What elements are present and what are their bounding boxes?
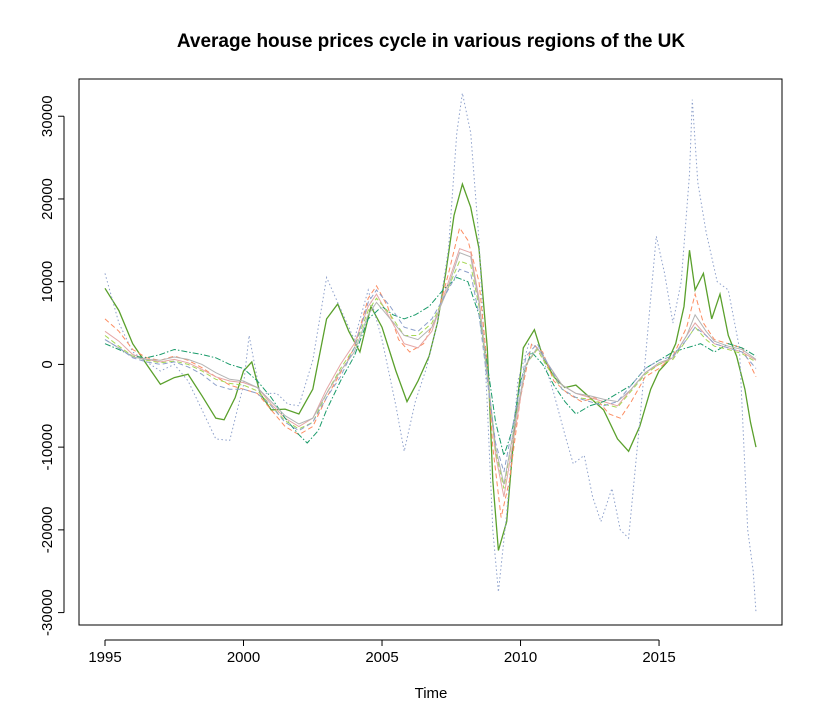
x-tick-label: 2005: [365, 649, 398, 666]
series-line-5: [104, 276, 757, 458]
y-axis: -30000 -20000 -10000 0 10000 20000 30000: [39, 95, 65, 636]
chart-title: Average house prices cycle in various re…: [177, 31, 686, 52]
x-tick-label: 2015: [642, 649, 675, 666]
x-tick-label: 2010: [504, 649, 537, 666]
x-axis: 1995 2000 2005 2010 2015: [88, 639, 676, 666]
y-tick-label: -30000: [39, 589, 56, 636]
series-line-1: [104, 181, 757, 551]
y-tick-label: 30000: [39, 95, 56, 137]
series-line-4: [104, 247, 757, 497]
x-axis-label: Time: [415, 685, 448, 702]
y-tick-label: 20000: [39, 178, 56, 220]
x-tick-label: 1995: [88, 649, 121, 666]
y-tick-label: 10000: [39, 261, 56, 303]
y-tick-label: 0: [39, 360, 56, 368]
series-layer: [104, 92, 757, 613]
series-line-2: [104, 92, 757, 613]
plot-frame: [78, 78, 783, 626]
series-line-8: [104, 268, 757, 473]
x-tick-label: 2000: [227, 649, 260, 666]
series-line-3: [104, 226, 757, 518]
series-line-6: [104, 260, 757, 489]
y-tick-label: -10000: [39, 424, 56, 471]
y-tick-label: -20000: [39, 507, 56, 554]
series-line-7: [104, 252, 757, 485]
